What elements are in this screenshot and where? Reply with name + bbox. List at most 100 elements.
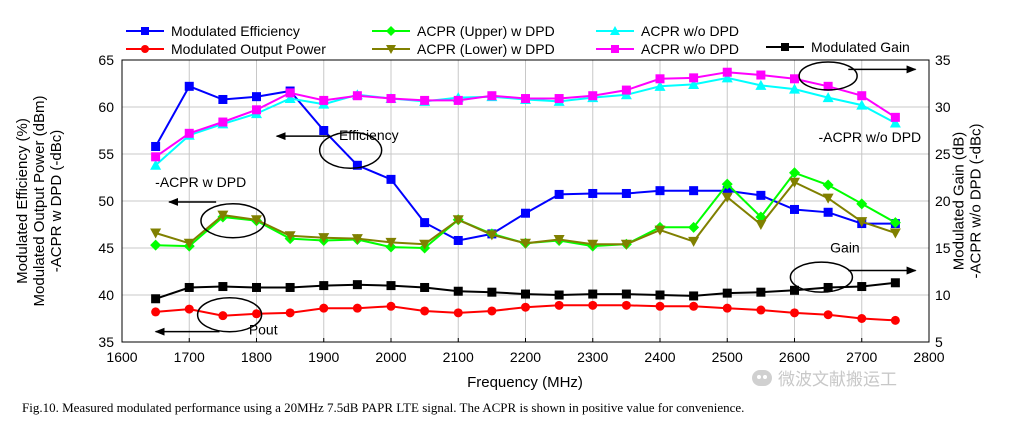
data-point [553, 235, 565, 246]
data-point [611, 45, 619, 53]
legend-entry: Modulated Efficiency [126, 23, 300, 39]
data-point [857, 282, 867, 292]
annotation-ellipse [318, 131, 383, 169]
ylabel-right-line: Modulated Gain (dB) [951, 132, 968, 270]
data-point [823, 282, 833, 292]
data-point [789, 83, 800, 94]
legend-label: Modulated Gain [811, 39, 910, 55]
data-point [352, 303, 362, 313]
data-point [588, 289, 598, 299]
annotation-ellipse [789, 261, 854, 293]
data-point [420, 306, 430, 316]
y-right-tick-label: 5 [935, 334, 943, 350]
data-point [789, 177, 800, 188]
data-point [689, 301, 699, 311]
data-point [587, 239, 599, 250]
x-tick-label: 1600 [106, 349, 137, 365]
data-point [184, 81, 194, 91]
data-point [150, 239, 162, 251]
data-point [151, 307, 161, 317]
annotation-label: -ACPR w DPD [155, 174, 246, 190]
data-point [856, 217, 868, 228]
data-point [486, 230, 498, 241]
data-point [823, 81, 833, 91]
annotation-label: Efficiency [339, 127, 399, 143]
data-point [452, 215, 464, 226]
annotation-ellipse [196, 296, 263, 333]
data-point [420, 95, 430, 105]
data-point [655, 290, 665, 300]
ylabel-left-line: -ACPR w DPD (-dBc) [48, 130, 65, 273]
data-point [419, 239, 431, 250]
series-modulated-gain [151, 278, 900, 304]
y-right-tick-label: 30 [935, 99, 951, 115]
data-point [487, 91, 497, 101]
data-point [521, 94, 530, 104]
data-point [420, 218, 430, 228]
annotation-label: Gain [830, 240, 860, 256]
data-point [453, 308, 463, 318]
data-point [554, 94, 564, 104]
data-point [251, 215, 262, 226]
data-point [823, 310, 833, 320]
data-point [453, 286, 463, 296]
data-point [554, 300, 564, 310]
series-modulated-output-power [151, 300, 900, 325]
x-tick-label: 2000 [375, 349, 406, 365]
data-point [756, 190, 766, 200]
data-point [721, 178, 733, 190]
data-point [319, 281, 329, 291]
data-point [218, 94, 228, 104]
data-point [889, 217, 901, 229]
x-tick-label: 2500 [712, 349, 743, 365]
data-point [688, 78, 700, 89]
data-point [252, 282, 261, 292]
x-tick-label: 2300 [577, 349, 608, 365]
data-point [252, 92, 261, 102]
data-point [151, 152, 161, 162]
data-point [386, 26, 396, 36]
data-point [184, 304, 194, 314]
x-axis-label: Frequency (MHz) [467, 374, 583, 391]
data-point [318, 233, 330, 244]
legend-label: ACPR (Upper) w DPD [417, 23, 555, 39]
y-left-tick-label: 45 [98, 240, 114, 256]
data-point [385, 237, 397, 248]
ylabel-right-line: -ACPR w/o DPD (-dBc) [968, 123, 985, 278]
data-point [386, 174, 396, 184]
data-point [386, 281, 396, 291]
data-point [151, 141, 161, 151]
legend-label: ACPR w/o DPD [641, 41, 739, 57]
data-point [620, 239, 632, 250]
y-left-tick-label: 60 [98, 99, 114, 115]
series [150, 67, 901, 325]
y-right-tick-label: 25 [935, 146, 951, 162]
ylabel-left-line: Modulated Output Power (dBm) [31, 96, 48, 307]
data-point [721, 72, 733, 83]
data-point [218, 311, 228, 321]
data-point [252, 309, 261, 319]
data-point [218, 282, 228, 292]
data-point [655, 74, 665, 84]
data-point [756, 287, 766, 297]
data-point [386, 94, 396, 104]
data-point [183, 238, 195, 249]
data-point [610, 26, 620, 35]
x-tick-label: 2700 [846, 349, 877, 365]
data-point [822, 179, 834, 191]
legend-label: ACPR (Lower) w DPD [417, 41, 555, 57]
data-point [890, 315, 900, 325]
data-point [252, 105, 261, 115]
data-point [654, 225, 666, 236]
legend-entry: ACPR (Lower) w DPD [372, 41, 555, 57]
data-point [621, 188, 631, 198]
data-point [688, 236, 700, 247]
series-modulated-efficiency [151, 81, 900, 245]
data-point [890, 278, 900, 288]
data-point [722, 303, 732, 313]
watermark: 微波文献搬运工 [752, 365, 897, 390]
x-tick-label: 1800 [241, 349, 272, 365]
legend-label: ACPR w/o DPD [641, 23, 739, 39]
data-point [654, 80, 666, 91]
